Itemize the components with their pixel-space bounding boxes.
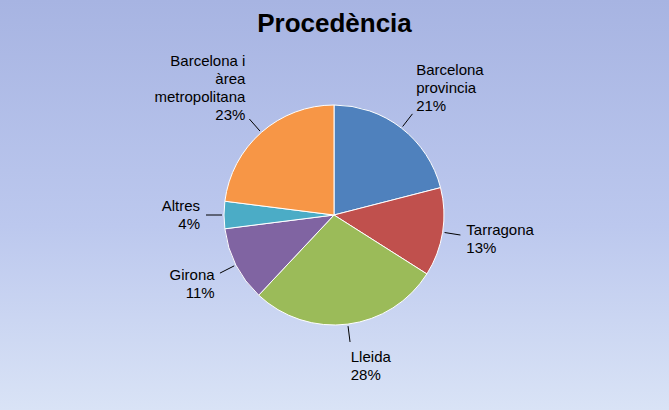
svg-text:Barcelona iàreametropolitana23: Barcelona iàreametropolitana23% — [154, 52, 246, 123]
svg-text:Lleida28%: Lleida28% — [351, 348, 392, 383]
svg-text:Tarragona13%: Tarragona13% — [466, 221, 534, 256]
svg-text:Altres4%: Altres4% — [162, 197, 200, 232]
html-text:Procedència: Procedència — [257, 8, 412, 38]
svg-text:Girona11%: Girona11% — [170, 266, 216, 301]
svg-text:Barcelonaprovincia21%: Barcelonaprovincia21% — [416, 61, 484, 114]
